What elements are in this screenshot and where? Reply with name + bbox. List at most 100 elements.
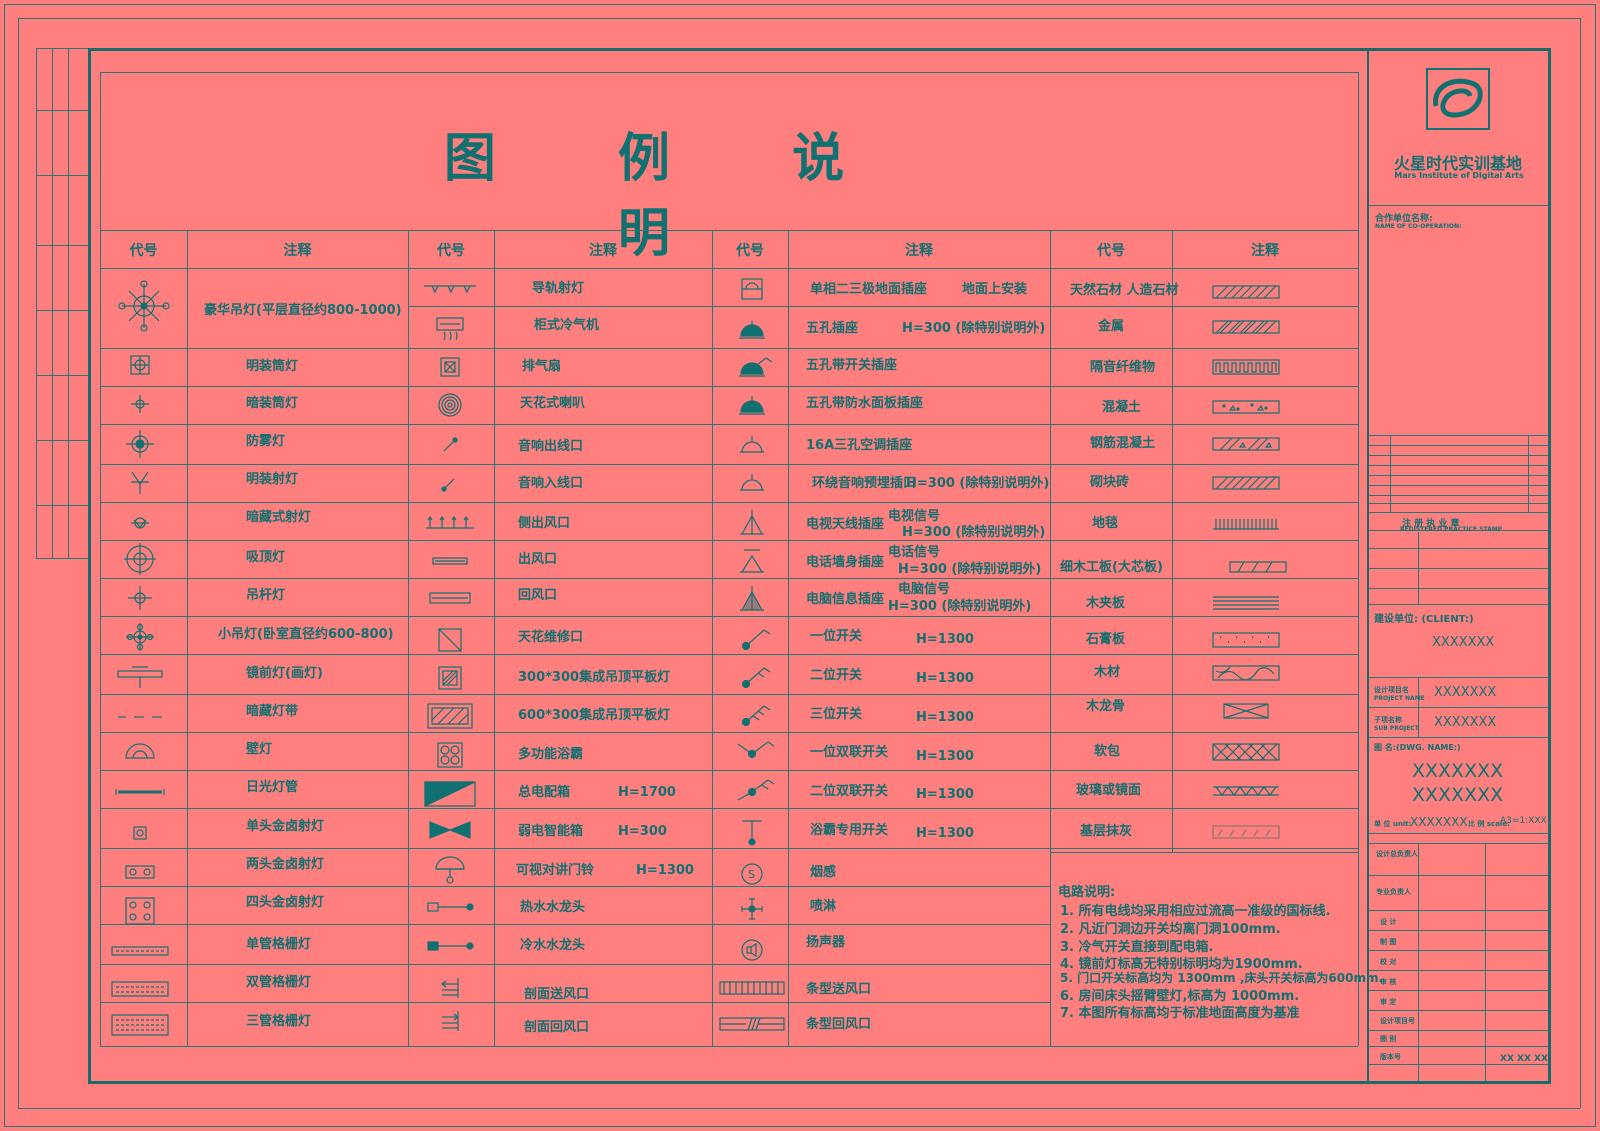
legend-three-gang-switch: 三位开关	[810, 707, 863, 722]
material-gypsum: 石膏板	[1086, 632, 1126, 647]
material-blockboard: 细木工板(大芯板)	[1060, 560, 1163, 575]
legend-video-doorbell-height: H=1300	[636, 863, 694, 878]
legend-smoke-detector: 烟感	[810, 865, 837, 880]
switched-socket-icon	[739, 357, 773, 377]
table-row-divider	[100, 694, 1358, 695]
legend-floor-socket-note: 地面上安装	[962, 282, 1028, 297]
socket-icon	[739, 321, 765, 339]
two-gang-switch-icon	[741, 667, 771, 689]
legend-strip-supply: 条型送风口	[806, 982, 872, 997]
legend-loudspeaker: 扬声器	[806, 935, 846, 950]
legend-quad-halide: 四头金卤射灯	[246, 895, 325, 910]
legend-luxury-chandelier: 豪华吊灯(平层直径约800-1000)	[204, 303, 402, 318]
legend-double-halide: 两头金卤射灯	[246, 857, 325, 872]
header-code-2: 代号	[437, 243, 465, 259]
note-item-2: 2. 凡近门洞边开关均离门洞100mm.	[1060, 922, 1281, 937]
note-item-4: 4. 镜前灯标高无特别标明均为1900mm.	[1060, 957, 1303, 972]
note-item-1: 1. 所有电线均采用相应过流高一准级的国标线.	[1060, 904, 1331, 919]
recessed-downlight-icon	[131, 395, 149, 413]
side-air-outlet-icon	[426, 515, 474, 529]
plywood-icon	[1213, 596, 1279, 610]
legend-hot-water-tap: 热水水龙头	[520, 900, 586, 915]
audio-out-icon	[443, 437, 458, 452]
legend-recessed-downlight: 暗装筒灯	[246, 396, 299, 411]
legend-ceiling-light: 吸顶灯	[246, 550, 286, 565]
ac-socket-icon	[740, 436, 764, 453]
unit-label: 单 位 unit:	[1374, 820, 1412, 828]
material-wood: 木材	[1094, 665, 1121, 680]
wood-keel-icon	[1223, 703, 1269, 719]
exhaust-fan-icon	[440, 357, 460, 377]
spotlight-icon	[131, 471, 149, 494]
bath-switch-icon	[742, 820, 762, 846]
legend-three-gang-height: H=1300	[916, 710, 974, 725]
note-item-6: 6. 房间床头摇臂壁灯,标高为 1000mm.	[1060, 989, 1300, 1004]
legend-distribution-box: 总电配箱	[518, 785, 571, 800]
sig-checker: 校 对	[1380, 958, 1397, 966]
one-gang-2way-icon	[737, 741, 775, 759]
project-label-en: PROJECT NAME	[1374, 695, 1425, 702]
legend-small-chandelier: 小吊灯(卧室直径约600-800)	[218, 627, 394, 642]
legend-surface-downlight: 明装筒灯	[246, 359, 299, 374]
legend-data-height: H=300 (除特别说明外)	[888, 599, 1032, 614]
coop-label-en: NAME OF CO-OPERATION:	[1375, 223, 1462, 230]
table-row-divider	[100, 348, 1358, 349]
gypsum-icon	[1212, 632, 1280, 648]
material-glass-mirror: 玻璃或镜面	[1076, 783, 1142, 798]
legend-waterproof-socket: 五孔带防水面板插座	[806, 396, 924, 411]
cabinet-ac-icon	[436, 317, 464, 341]
access-hatch-icon	[438, 628, 462, 652]
phone-socket-icon	[740, 549, 764, 573]
legend-single-grille: 单管格栅灯	[246, 937, 312, 952]
header-code-1: 代号	[129, 243, 158, 259]
blockboard-icon	[1229, 561, 1287, 573]
legend-bath-switch: 浴霸专用开关	[810, 823, 889, 838]
glass-mirror-icon	[1213, 786, 1279, 796]
wall-lamp-icon	[125, 743, 155, 759]
concrete-hatch-icon	[1212, 400, 1280, 414]
table-row-divider	[100, 578, 1358, 579]
legend-bath-heater: 多功能浴霸	[518, 747, 584, 762]
ceiling-light-icon	[124, 543, 156, 575]
quad-halide-icon	[125, 897, 155, 925]
notes-title: 电路说明:	[1058, 885, 1116, 900]
table-row-divider	[100, 924, 1050, 925]
sig-version: 版本号	[1380, 1053, 1401, 1061]
sig-project-number: 设计项目号	[1380, 1017, 1415, 1025]
header-code-4: 代号	[1097, 243, 1125, 259]
legend-exhaust-fan: 排气扇	[522, 359, 562, 374]
sprinkler-icon	[741, 898, 763, 920]
chandelier-icon	[118, 280, 170, 332]
legend-double-grille: 双管格栅灯	[246, 975, 312, 990]
table-row-divider	[1050, 852, 1358, 853]
coop-label: 合作单位名称:	[1375, 214, 1433, 224]
legend-cabinet-ac: 柜式冷气机	[534, 318, 600, 333]
legend-track-spotlight: 导轨射灯	[532, 281, 585, 296]
client-value: XXXXXXX	[1432, 635, 1495, 650]
page-title: 图 例 说 明	[443, 128, 897, 264]
stone-hatch-icon	[1212, 285, 1280, 299]
project-label: 设计项目名	[1374, 686, 1409, 694]
air-outlet-icon	[432, 557, 468, 565]
material-wood-keel: 木龙骨	[1086, 699, 1126, 714]
legend-strip-return: 条型回风口	[806, 1017, 872, 1032]
legend-bath-switch-height: H=1300	[916, 826, 974, 841]
legend-floor-socket: 单相二三极地面插座	[810, 282, 928, 297]
table-row-divider	[100, 848, 1358, 849]
table-row-divider	[408, 306, 1358, 307]
strip-supply-icon	[719, 981, 785, 995]
sig-drafter: 制 图	[1380, 938, 1397, 946]
sig-project-leader: 设计总负责人	[1376, 850, 1418, 858]
legend-return-air: 回风口	[518, 588, 558, 603]
bath-heater-icon	[437, 742, 463, 768]
legend-ceiling-access: 天花维修口	[518, 630, 584, 645]
fluorescent-tube-icon	[115, 789, 165, 795]
legend-distribution-box-height: H=1700	[618, 785, 676, 800]
table-row-divider	[100, 732, 1358, 733]
surface-downlight-icon	[130, 355, 150, 375]
material-concrete: 混凝土	[1102, 400, 1142, 415]
ceiling-speaker-icon	[438, 393, 462, 417]
legend-recessed-spotlight: 暗藏式射灯	[246, 510, 312, 525]
legend-ac-socket: 16A三孔空调插座	[806, 438, 913, 453]
hot-water-tap-icon	[427, 902, 474, 912]
